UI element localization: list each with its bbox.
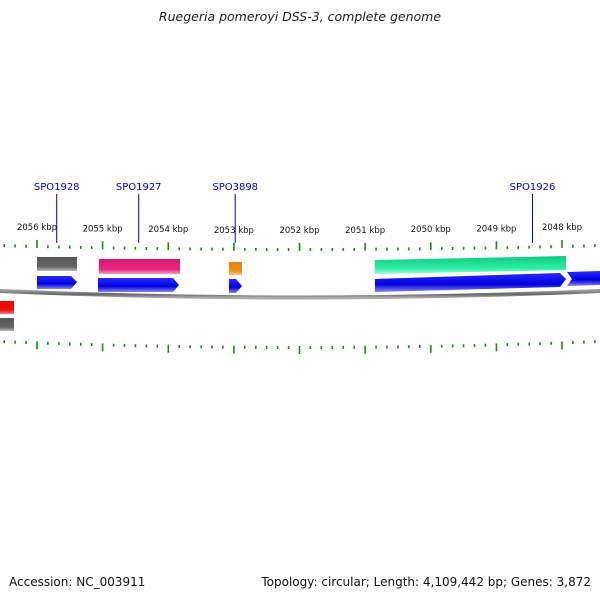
scale-label: 2053 kbp (214, 226, 254, 236)
gene-label[interactable]: SPO1926 (510, 182, 556, 193)
gene-arrow-spo1926 (375, 273, 566, 292)
feature-green-spo1926 (375, 256, 566, 274)
feature-orange-spo3898 (229, 262, 242, 275)
gene-arrow-next (567, 271, 600, 286)
scale-label: 2048 kbp (542, 223, 582, 233)
feature-pink-spo1927 (99, 259, 180, 274)
footer-accession: Accession: NC_003911 (9, 575, 146, 589)
tick-row-outer (3, 239, 596, 251)
map-title: Ruegeria pomeroyi DSS-3, complete genome (158, 9, 442, 24)
scale-label: 2052 kbp (279, 226, 319, 236)
gene-label[interactable]: SPO1928 (34, 182, 80, 193)
genome-backbone (0, 289, 600, 300)
scale-label: 2051 kbp (345, 226, 385, 236)
gene-label[interactable]: SPO1927 (116, 182, 162, 193)
gene-arrow-spo1928 (37, 276, 77, 289)
scale-label: 2049 kbp (476, 224, 516, 234)
feature-gray-spo1928 (37, 257, 77, 271)
tick-row-inner (3, 340, 596, 354)
gene-arrow-spo1927 (98, 278, 179, 292)
footer-stats: Topology: circular; Length: 4,109,442 bp… (261, 575, 591, 589)
gene-label[interactable]: SPO3898 (212, 182, 258, 193)
scale-label: 2056 kbp (17, 223, 57, 233)
gene-arrow-spo3898 (229, 279, 242, 293)
scale-label: 2054 kbp (148, 225, 188, 235)
feature-gray-left (0, 318, 14, 331)
feature-red-left (0, 301, 14, 314)
scale-label: 2050 kbp (411, 225, 451, 235)
gene-labels: SPO1928 SPO1927 SPO3898 SPO1926 (34, 182, 556, 243)
scale-labels: 2056 kbp 2055 kbp 2054 kbp 2053 kbp 2052 kbp… (17, 223, 582, 236)
scale-label: 2055 kbp (83, 224, 123, 234)
